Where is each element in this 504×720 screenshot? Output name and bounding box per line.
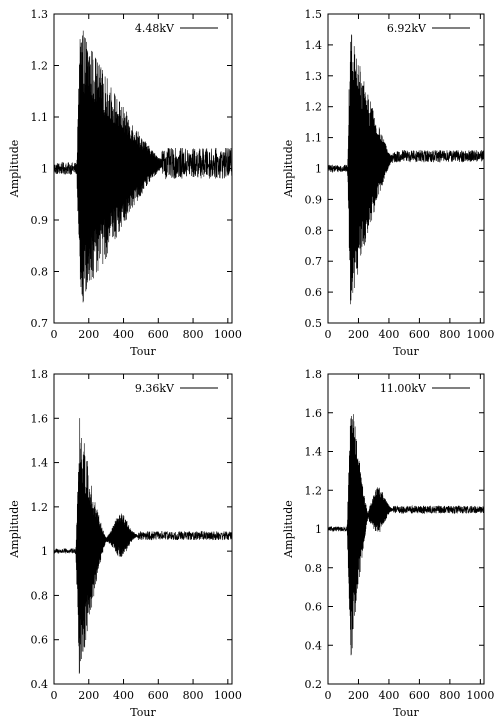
x-tick-label: 1000 bbox=[214, 328, 242, 341]
x-tick-label: 800 bbox=[439, 689, 460, 702]
x-tick-label: 200 bbox=[78, 689, 99, 702]
y-tick-label: 0.6 bbox=[305, 286, 323, 299]
x-tick-label: 200 bbox=[348, 328, 369, 341]
x-tick-label: 1000 bbox=[466, 328, 494, 341]
x-axis-label: Tour bbox=[130, 345, 156, 358]
y-tick-label: 1.4 bbox=[305, 446, 323, 459]
y-tick-label: 1.2 bbox=[305, 484, 323, 497]
x-tick-label: 600 bbox=[148, 689, 169, 702]
y-tick-label: 0.8 bbox=[31, 266, 49, 279]
x-axis-label: Tour bbox=[393, 345, 419, 358]
y-tick-label: 1.4 bbox=[305, 39, 323, 52]
data-series-trace bbox=[328, 34, 484, 305]
y-tick-label: 0.6 bbox=[305, 601, 323, 614]
y-tick-label: 1.2 bbox=[305, 101, 323, 114]
x-tick-label: 0 bbox=[51, 689, 58, 702]
x-tick-label: 800 bbox=[183, 689, 204, 702]
data-series-trace bbox=[54, 418, 232, 674]
legend-label: 6.92kV bbox=[387, 22, 427, 35]
y-axis-label: Amplitude bbox=[282, 140, 295, 199]
x-tick-label: 600 bbox=[409, 689, 430, 702]
x-tick-label: 0 bbox=[325, 689, 332, 702]
legend-label: 4.48kV bbox=[135, 22, 175, 35]
x-tick-label: 1000 bbox=[214, 689, 242, 702]
y-tick-label: 0.7 bbox=[305, 255, 323, 268]
y-tick-label: 0.4 bbox=[305, 639, 323, 652]
y-tick-label: 0.8 bbox=[305, 224, 323, 237]
y-tick-label: 1.3 bbox=[305, 70, 323, 83]
y-axis-label: Amplitude bbox=[8, 500, 21, 559]
y-tick-label: 1.2 bbox=[31, 501, 49, 514]
x-tick-label: 0 bbox=[325, 328, 332, 341]
x-tick-label: 1000 bbox=[466, 689, 494, 702]
data-series-trace bbox=[328, 414, 484, 656]
x-tick-label: 400 bbox=[378, 328, 399, 341]
y-tick-label: 1.6 bbox=[31, 412, 49, 425]
y-tick-label: 1 bbox=[41, 163, 48, 176]
x-tick-label: 400 bbox=[113, 689, 134, 702]
chart-4: 0 200 400 600 800 1000 0.2 0.4 0.6 0.8 1 1.2 1.4 1.6 1… bbox=[282, 368, 494, 719]
y-tick-label: 1.1 bbox=[31, 111, 49, 124]
x-tick-label: 800 bbox=[183, 328, 204, 341]
y-tick-label: 0.4 bbox=[31, 678, 49, 691]
x-tick-label: 600 bbox=[409, 328, 430, 341]
y-tick-label: 1.5 bbox=[305, 8, 323, 21]
x-tick-label: 400 bbox=[378, 689, 399, 702]
y-tick-label: 0.5 bbox=[305, 317, 323, 330]
y-tick-label: 0.8 bbox=[305, 562, 323, 575]
y-tick-label: 1 bbox=[315, 523, 322, 536]
plot-frame bbox=[53, 373, 233, 685]
y-tick-label: 1.1 bbox=[305, 132, 323, 145]
x-axis-label: Tour bbox=[130, 706, 156, 719]
y-axis-label: Amplitude bbox=[8, 140, 21, 199]
x-tick-label: 600 bbox=[148, 328, 169, 341]
legend-label: 9.36kV bbox=[135, 382, 175, 395]
y-tick-label: 0.8 bbox=[31, 589, 49, 602]
x-tick-label: 200 bbox=[78, 328, 99, 341]
x-tick-label: 200 bbox=[348, 689, 369, 702]
y-axis-label: Amplitude bbox=[282, 500, 295, 559]
y-tick-label: 1.4 bbox=[31, 457, 49, 470]
y-tick-label: 0.6 bbox=[31, 634, 49, 647]
x-tick-label: 800 bbox=[439, 328, 460, 341]
chart-2: 0 200 400 600 800 1000 0.5 0.6 0.7 0.8 0.9 1 1.1 1.2 1… bbox=[282, 8, 494, 358]
y-tick-label: 1.2 bbox=[31, 60, 49, 73]
x-axis-label: Tour bbox=[393, 706, 419, 719]
y-tick-label: 1.6 bbox=[305, 407, 323, 420]
chart-3: 0 200 400 600 800 1000 0.4 0.6 0.8 1 1.2 1.4 1.6 1.8 T… bbox=[8, 368, 242, 719]
chart-1: 0 200 400 600 800 1000 0.7 0.8 0.9 1 1.1 1.2 1.3 Tour… bbox=[8, 8, 242, 358]
y-tick-label: 0.9 bbox=[31, 214, 49, 227]
x-tick-label: 400 bbox=[113, 328, 134, 341]
legend-label: 11.00kV bbox=[380, 382, 427, 395]
y-tick-label: 1 bbox=[41, 545, 48, 558]
y-tick-label: 1 bbox=[315, 163, 322, 176]
y-tick-label: 0.7 bbox=[31, 317, 49, 330]
y-tick-label: 0.2 bbox=[305, 678, 323, 691]
data-series-trace bbox=[54, 30, 232, 303]
y-tick-label: 1.8 bbox=[31, 368, 49, 381]
x-tick-label: 0 bbox=[51, 328, 58, 341]
y-tick-label: 0.9 bbox=[305, 193, 323, 206]
y-tick-label: 1.3 bbox=[31, 8, 49, 21]
y-tick-label: 1.8 bbox=[305, 368, 323, 381]
